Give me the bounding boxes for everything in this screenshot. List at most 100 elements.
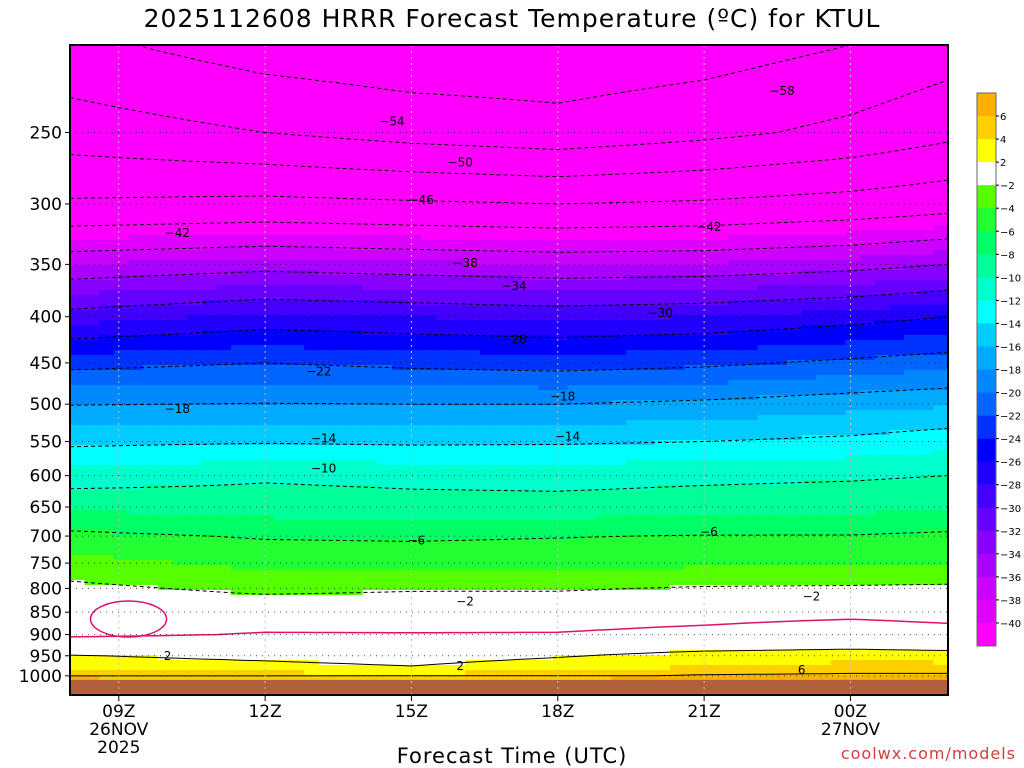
heat-cell — [172, 445, 188, 451]
heat-cell — [157, 530, 174, 536]
heat-cell — [377, 320, 393, 326]
heat-cell — [348, 165, 364, 171]
heat-cell — [333, 635, 349, 641]
heat-cell — [84, 140, 100, 146]
heat-cell — [391, 400, 408, 406]
heat-cell — [348, 330, 364, 336]
heat-cell — [377, 90, 393, 96]
heat-cell — [567, 120, 583, 126]
heat-cell — [421, 290, 437, 296]
heat-cell — [567, 350, 583, 356]
heat-cell — [538, 480, 554, 486]
heat-cell — [450, 520, 466, 526]
heat-cell — [70, 670, 86, 676]
heat-cell — [348, 170, 364, 176]
heat-cell — [128, 110, 144, 116]
heat-cell — [391, 640, 408, 646]
heat-cell — [99, 125, 115, 131]
heat-cell — [377, 390, 393, 396]
heat-cell — [304, 465, 320, 471]
heat-cell — [538, 495, 554, 501]
heat-cell — [128, 555, 144, 561]
heat-cell — [582, 130, 598, 136]
heat-cell — [187, 660, 203, 666]
heat-cell — [538, 415, 554, 421]
heat-cell — [187, 230, 203, 236]
heat-cell — [157, 595, 174, 601]
heat-cell — [406, 465, 422, 471]
heat-cell — [289, 395, 305, 401]
heat-cell — [596, 235, 613, 241]
heat-cell — [391, 315, 408, 321]
heat-cell — [99, 200, 115, 206]
heat-cell — [391, 120, 408, 126]
heat-cell — [70, 175, 86, 181]
heat-cell — [318, 155, 334, 161]
heat-cell — [348, 390, 364, 396]
heat-cell — [216, 450, 232, 456]
heat-cell — [172, 120, 188, 126]
heat-cell — [523, 95, 539, 101]
heat-cell — [391, 250, 408, 256]
heat-cell — [128, 645, 144, 651]
heat-cell — [450, 515, 466, 521]
heat-cell — [509, 475, 525, 481]
heat-cell — [143, 315, 159, 321]
heat-cell — [216, 110, 232, 116]
heat-cell — [99, 180, 115, 186]
heat-cell — [333, 220, 349, 226]
heat-cell — [465, 455, 481, 461]
heat-cell — [113, 655, 130, 661]
heat-cell — [465, 245, 481, 251]
heat-cell — [274, 585, 291, 591]
heat-cell — [538, 505, 554, 511]
heat-cell — [626, 270, 642, 276]
heat-cell — [582, 640, 598, 646]
heat-cell — [84, 500, 100, 506]
heat-cell — [128, 530, 144, 536]
heat-cell — [187, 665, 203, 671]
heat-cell — [70, 45, 86, 51]
heat-cell — [391, 585, 408, 591]
heat-cell — [84, 360, 100, 366]
heat-cell — [274, 595, 291, 601]
heat-cell — [113, 540, 130, 546]
heat-cell — [465, 280, 481, 286]
heat-cell — [201, 565, 217, 571]
heat-cell — [84, 555, 100, 561]
heat-cell — [216, 540, 232, 546]
heat-cell — [596, 310, 613, 316]
heat-cell — [552, 270, 569, 276]
heat-cell — [362, 490, 378, 496]
heat-cell — [406, 380, 422, 386]
heat-cell — [494, 600, 510, 606]
heat-cell — [113, 270, 130, 276]
heat-cell — [172, 95, 188, 101]
heat-cell — [274, 60, 291, 66]
heat-cell — [348, 495, 364, 501]
heat-cell — [304, 610, 320, 616]
heat-cell — [538, 230, 554, 236]
heat-cell — [611, 315, 627, 321]
heat-cell — [538, 205, 554, 211]
heat-cell — [435, 420, 452, 426]
heat-cell — [435, 600, 452, 606]
heat-cell — [552, 645, 569, 651]
heat-cell — [509, 610, 525, 616]
heat-cell — [99, 395, 115, 401]
heat-cell — [70, 530, 86, 536]
heat-cell — [596, 370, 613, 376]
heat-cell — [348, 195, 364, 201]
heat-cell — [377, 175, 393, 181]
heat-cell — [348, 345, 364, 351]
heat-cell — [172, 70, 188, 76]
heat-cell — [143, 515, 159, 521]
heat-cell — [421, 375, 437, 381]
heat-cell — [391, 70, 408, 76]
heat-cell — [157, 420, 174, 426]
heat-cell — [435, 480, 452, 486]
heat-cell — [582, 380, 598, 386]
heat-cell — [333, 550, 349, 556]
heat-cell — [99, 655, 115, 661]
heat-cell — [70, 150, 86, 156]
